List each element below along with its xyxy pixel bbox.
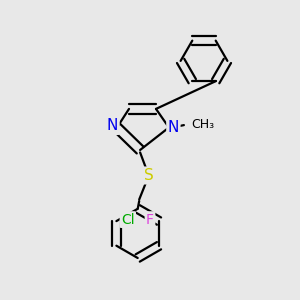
Text: S: S [144, 168, 154, 183]
Text: Cl: Cl [121, 213, 135, 226]
Text: CH₃: CH₃ [191, 118, 214, 131]
Text: N: N [168, 120, 179, 135]
Text: N: N [107, 118, 118, 134]
Text: F: F [146, 213, 154, 226]
